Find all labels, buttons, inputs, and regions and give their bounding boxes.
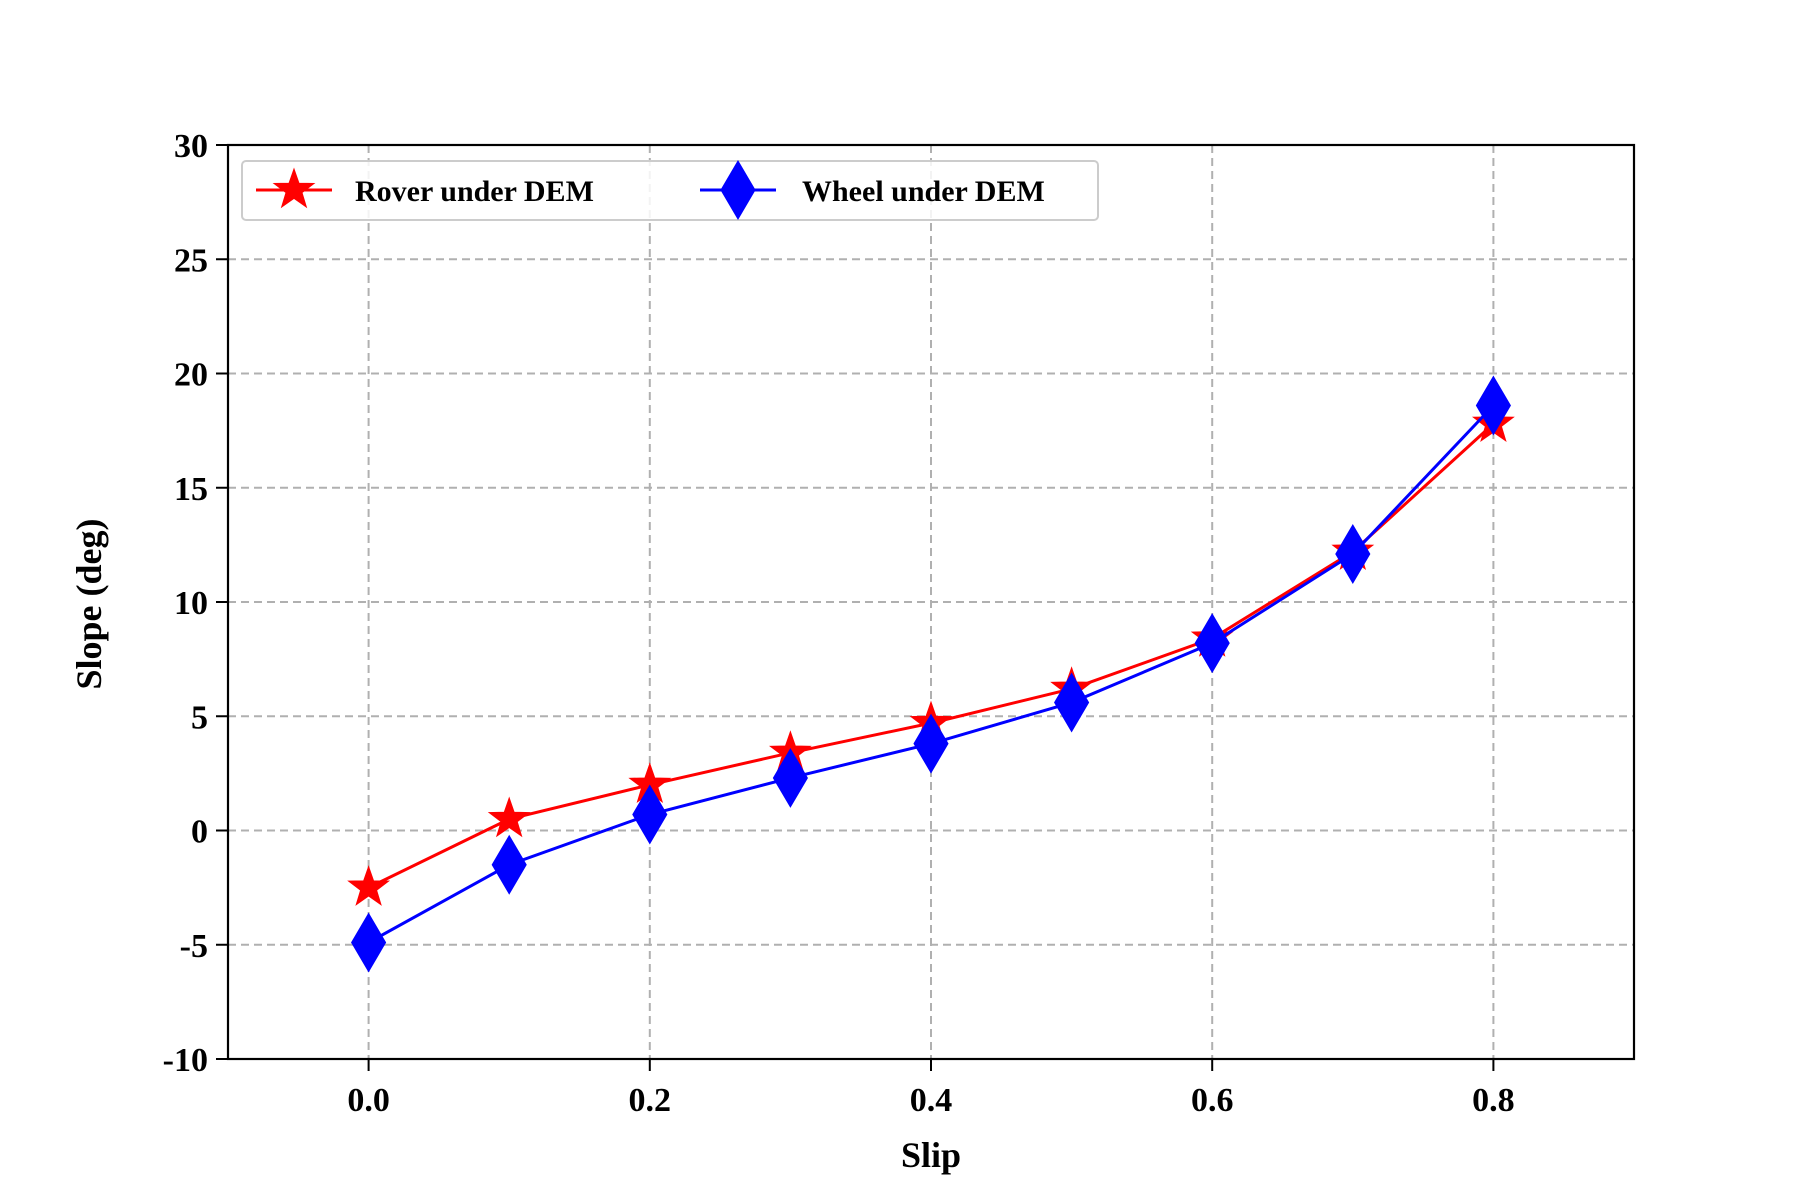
data-point-diamond bbox=[351, 912, 387, 973]
y-tick-label: 20 bbox=[174, 357, 208, 394]
x-tick-label: 0.6 bbox=[1191, 1082, 1234, 1119]
data-point-diamond bbox=[1194, 613, 1230, 674]
x-tick-label: 0.2 bbox=[629, 1082, 672, 1119]
y-tick-label: 0 bbox=[191, 814, 208, 851]
x-tick-label: 0.8 bbox=[1472, 1082, 1515, 1119]
data-point-star bbox=[487, 796, 531, 838]
data-point-diamond bbox=[772, 747, 808, 808]
y-tick-label: 10 bbox=[174, 585, 208, 622]
data-point-diamond bbox=[491, 834, 527, 895]
data-point-diamond bbox=[1335, 524, 1371, 585]
y-tick-label: -5 bbox=[180, 928, 208, 965]
y-tick-label: 5 bbox=[191, 699, 208, 736]
series-layer bbox=[347, 375, 1515, 973]
y-tick-label: 15 bbox=[174, 471, 208, 508]
legend: Rover under DEM Wheel under DEM bbox=[241, 160, 1099, 221]
x-tick-label: 0.0 bbox=[347, 1082, 390, 1119]
data-point-diamond bbox=[1475, 375, 1511, 436]
y-tick-label: 30 bbox=[174, 128, 208, 165]
series-2 bbox=[351, 375, 1511, 973]
data-point-diamond bbox=[913, 713, 949, 774]
x-tick-label: 0.4 bbox=[910, 1082, 953, 1119]
legend-marker-star bbox=[272, 167, 316, 209]
axis-ticks: -10 -5 0 5 10 15 20 25 30 0.0 0.2 0.4 0.6 0.8 bbox=[163, 128, 1515, 1119]
legend-label: Wheel under DEM bbox=[802, 175, 1045, 208]
legend-box bbox=[241, 160, 1099, 221]
legend-entry: Wheel under DEM bbox=[700, 160, 1045, 220]
data-point-diamond bbox=[632, 784, 668, 845]
x-axis-label: Slip bbox=[901, 1135, 961, 1175]
y-tick-label: -10 bbox=[163, 1042, 208, 1079]
data-point-diamond bbox=[1054, 672, 1090, 733]
y-axis-label: Slope (deg) bbox=[69, 519, 109, 690]
data-point-star bbox=[347, 865, 391, 906]
y-tick-label: 25 bbox=[174, 242, 208, 279]
legend-entry: Rover under DEM bbox=[256, 167, 594, 209]
legend-marker-diamond bbox=[720, 160, 756, 220]
legend-label: Rover under DEM bbox=[355, 175, 594, 208]
